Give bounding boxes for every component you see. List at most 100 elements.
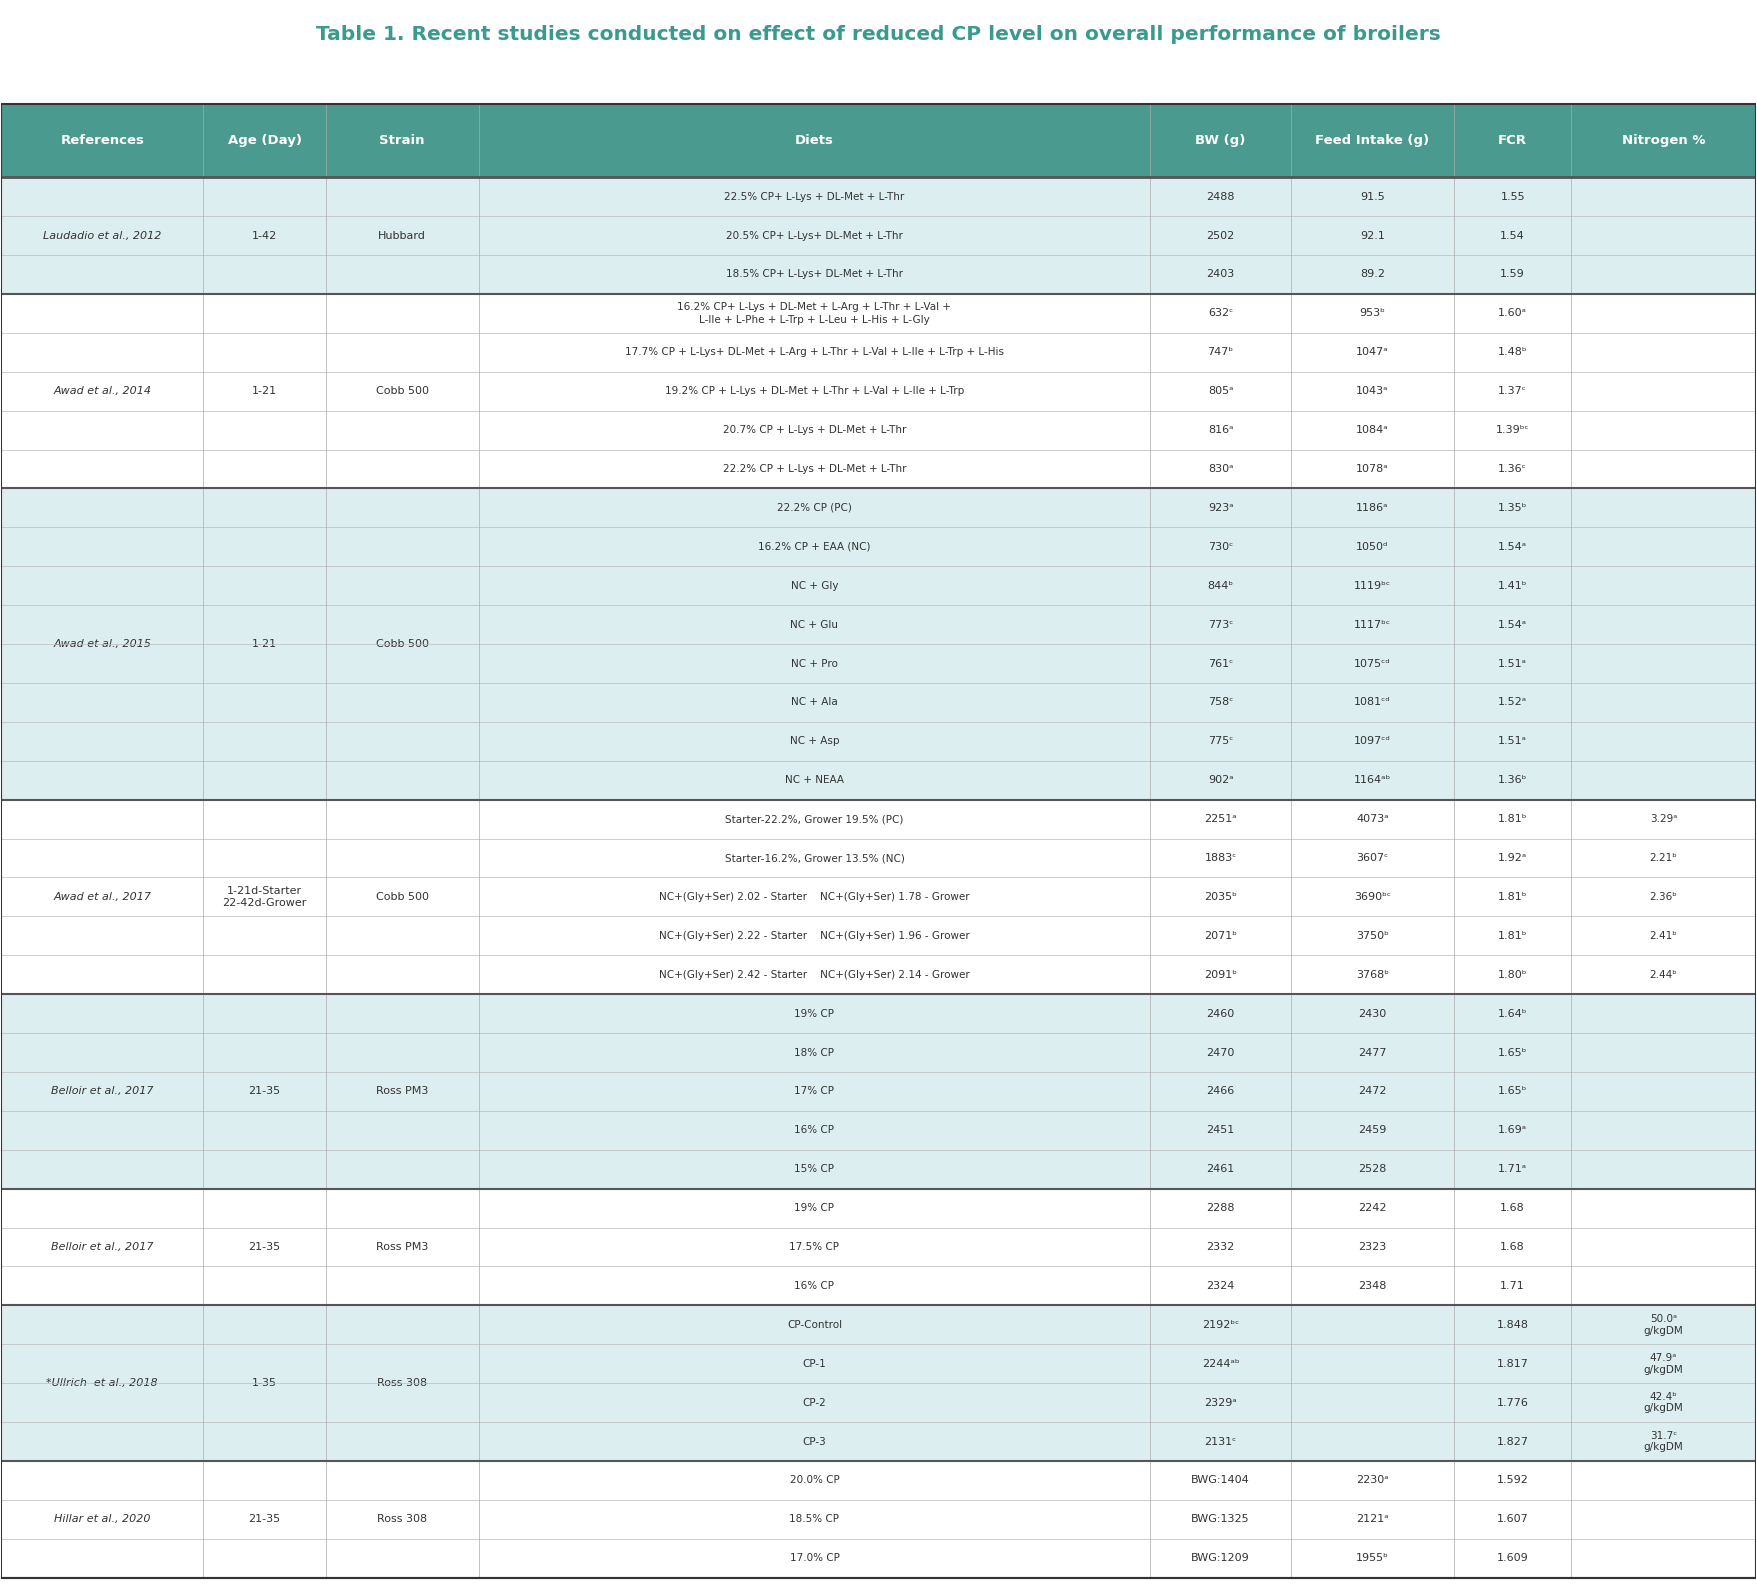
- Text: 2121ᵃ: 2121ᵃ: [1356, 1514, 1388, 1525]
- Text: 18.5% CP: 18.5% CP: [789, 1514, 840, 1525]
- Text: 2430: 2430: [1358, 1009, 1386, 1019]
- Bar: [2, 294, 1755, 489]
- Text: 923ᵃ: 923ᵃ: [1207, 503, 1233, 513]
- Text: BWG:1325: BWG:1325: [1191, 1514, 1249, 1525]
- Text: 2488: 2488: [1207, 192, 1235, 202]
- Text: 3607ᶜ: 3607ᶜ: [1356, 854, 1388, 863]
- Text: 2091ᵇ: 2091ᵇ: [1204, 970, 1237, 979]
- Text: 830ᵃ: 830ᵃ: [1207, 463, 1233, 475]
- Text: 2403: 2403: [1207, 270, 1235, 279]
- Text: BWG:1404: BWG:1404: [1191, 1476, 1249, 1485]
- Text: 22.2% CP + L-Lys + DL-Met + L-Thr: 22.2% CP + L-Lys + DL-Met + L-Thr: [722, 463, 907, 475]
- Text: 2324: 2324: [1207, 1281, 1235, 1290]
- Text: 1.51ᵃ: 1.51ᵃ: [1499, 659, 1527, 668]
- Text: Feed Intake (g): Feed Intake (g): [1316, 135, 1430, 148]
- Text: 816ᵃ: 816ᵃ: [1207, 425, 1233, 435]
- Text: 775ᶜ: 775ᶜ: [1207, 736, 1233, 746]
- Text: 1.69ᵃ: 1.69ᵃ: [1499, 1125, 1527, 1135]
- Text: 17.7% CP + L-Lys+ DL-Met + L-Arg + L-Thr + L-Val + L-Ile + L-Trp + L-His: 17.7% CP + L-Lys+ DL-Met + L-Arg + L-Thr…: [625, 348, 1003, 357]
- Text: 1.36ᶜ: 1.36ᶜ: [1499, 463, 1527, 475]
- Text: 2230ᵃ: 2230ᵃ: [1356, 1476, 1388, 1485]
- Text: Awad et al., 2014: Awad et al., 2014: [53, 386, 151, 397]
- Text: 2.44ᵇ: 2.44ᵇ: [1650, 970, 1678, 979]
- Text: 1047ᵃ: 1047ᵃ: [1356, 348, 1388, 357]
- Text: Hillar et al., 2020: Hillar et al., 2020: [54, 1514, 151, 1525]
- Text: 632ᶜ: 632ᶜ: [1209, 308, 1233, 319]
- Text: 1.54: 1.54: [1500, 230, 1525, 241]
- Text: 2.41ᵇ: 2.41ᵇ: [1650, 932, 1678, 941]
- Text: 1.81ᵇ: 1.81ᵇ: [1499, 814, 1527, 824]
- Text: 22.2% CP (PC): 22.2% CP (PC): [777, 503, 852, 513]
- Text: 1081ᶜᵈ: 1081ᶜᵈ: [1355, 697, 1392, 708]
- Text: 1164ᵃᵇ: 1164ᵃᵇ: [1353, 774, 1392, 786]
- Text: 92.1: 92.1: [1360, 230, 1385, 241]
- Text: 844ᵇ: 844ᵇ: [1207, 581, 1233, 590]
- Text: 1.68: 1.68: [1500, 1243, 1525, 1252]
- Text: References: References: [60, 135, 144, 148]
- Text: 2131ᶜ: 2131ᶜ: [1205, 1436, 1237, 1446]
- Text: 2035ᵇ: 2035ᵇ: [1204, 892, 1237, 901]
- Text: NC + Asp: NC + Asp: [789, 736, 840, 746]
- Text: Ross 308: Ross 308: [378, 1378, 427, 1389]
- Bar: [2, 1189, 1755, 1306]
- Text: NC + Ala: NC + Ala: [791, 697, 838, 708]
- Text: 31.7ᶜ
g/kgDM: 31.7ᶜ g/kgDM: [1643, 1431, 1683, 1452]
- Text: 1075ᶜᵈ: 1075ᶜᵈ: [1355, 659, 1392, 668]
- Text: 953ᵇ: 953ᵇ: [1360, 308, 1385, 319]
- Text: 1043ᵃ: 1043ᵃ: [1356, 386, 1388, 397]
- Text: CP-2: CP-2: [803, 1398, 826, 1408]
- Text: 1.64ᵇ: 1.64ᵇ: [1499, 1009, 1527, 1019]
- Text: 2472: 2472: [1358, 1087, 1386, 1097]
- Text: 1.71: 1.71: [1500, 1281, 1525, 1290]
- Text: NC+(Gly+Ser) 2.22 - Starter    NC+(Gly+Ser) 1.96 - Grower: NC+(Gly+Ser) 2.22 - Starter NC+(Gly+Ser)…: [659, 932, 970, 941]
- Text: Laudadio et al., 2012: Laudadio et al., 2012: [44, 230, 162, 241]
- Text: 2288: 2288: [1207, 1203, 1235, 1212]
- Text: 2071ᵇ: 2071ᵇ: [1204, 932, 1237, 941]
- Text: 1.36ᵇ: 1.36ᵇ: [1499, 774, 1527, 786]
- Text: 1.81ᵇ: 1.81ᵇ: [1499, 892, 1527, 901]
- Text: 1.80ᵇ: 1.80ᵇ: [1499, 970, 1527, 979]
- Text: Table 1. Recent studies conducted on effect of reduced CP level on overall perfo: Table 1. Recent studies conducted on eff…: [316, 25, 1441, 44]
- Text: CP-Control: CP-Control: [787, 1320, 842, 1330]
- Text: 1.71ᵃ: 1.71ᵃ: [1499, 1165, 1527, 1174]
- Text: Cobb 500: Cobb 500: [376, 640, 429, 649]
- Text: BW (g): BW (g): [1195, 135, 1246, 148]
- Text: 89.2: 89.2: [1360, 270, 1385, 279]
- Text: Belloir et al., 2017: Belloir et al., 2017: [51, 1243, 153, 1252]
- Text: 2242: 2242: [1358, 1203, 1386, 1212]
- Text: 1.81ᵇ: 1.81ᵇ: [1499, 932, 1527, 941]
- Text: Awad et al., 2017: Awad et al., 2017: [53, 892, 151, 901]
- Text: 2470: 2470: [1207, 1047, 1235, 1057]
- Text: 1.48ᵇ: 1.48ᵇ: [1497, 348, 1527, 357]
- Text: Ross 308: Ross 308: [378, 1514, 427, 1525]
- Text: Strain: Strain: [380, 135, 425, 148]
- Text: 1.35ᵇ: 1.35ᵇ: [1499, 503, 1527, 513]
- Text: 1084ᵃ: 1084ᵃ: [1356, 425, 1388, 435]
- Text: 3750ᵇ: 3750ᵇ: [1356, 932, 1388, 941]
- Text: NC + Glu: NC + Glu: [791, 619, 838, 630]
- Text: 1097ᶜᵈ: 1097ᶜᵈ: [1355, 736, 1392, 746]
- Text: 1117ᵇᶜ: 1117ᵇᶜ: [1355, 619, 1392, 630]
- Text: 2244ᵃᵇ: 2244ᵃᵇ: [1202, 1358, 1239, 1368]
- Text: 1.827: 1.827: [1497, 1436, 1529, 1446]
- Text: 4073ᵃ: 4073ᵃ: [1356, 814, 1388, 824]
- Text: 2192ᵇᶜ: 2192ᵇᶜ: [1202, 1320, 1239, 1330]
- Text: 20.7% CP + L-Lys + DL-Met + L-Thr: 20.7% CP + L-Lys + DL-Met + L-Thr: [722, 425, 907, 435]
- Text: 1.65ᵇ: 1.65ᵇ: [1499, 1087, 1527, 1097]
- Text: 1-42: 1-42: [251, 230, 278, 241]
- Text: FCR: FCR: [1499, 135, 1527, 148]
- Text: 1.776: 1.776: [1497, 1398, 1529, 1408]
- Text: 1.68: 1.68: [1500, 1203, 1525, 1212]
- Text: 18.5% CP+ L-Lys+ DL-Met + L-Thr: 18.5% CP+ L-Lys+ DL-Met + L-Thr: [726, 270, 903, 279]
- Text: 1.41ᵇ: 1.41ᵇ: [1499, 581, 1527, 590]
- Text: 20.0% CP: 20.0% CP: [789, 1476, 840, 1485]
- Text: 15% CP: 15% CP: [794, 1165, 835, 1174]
- Text: Cobb 500: Cobb 500: [376, 386, 429, 397]
- Text: 761ᶜ: 761ᶜ: [1209, 659, 1233, 668]
- Text: 19% CP: 19% CP: [794, 1009, 835, 1019]
- Text: 1.609: 1.609: [1497, 1554, 1529, 1563]
- Text: 1.52ᵃ: 1.52ᵃ: [1499, 697, 1527, 708]
- Text: 805ᵃ: 805ᵃ: [1207, 386, 1233, 397]
- Text: 2502: 2502: [1207, 230, 1235, 241]
- Text: 1119ᵇᶜ: 1119ᵇᶜ: [1355, 581, 1392, 590]
